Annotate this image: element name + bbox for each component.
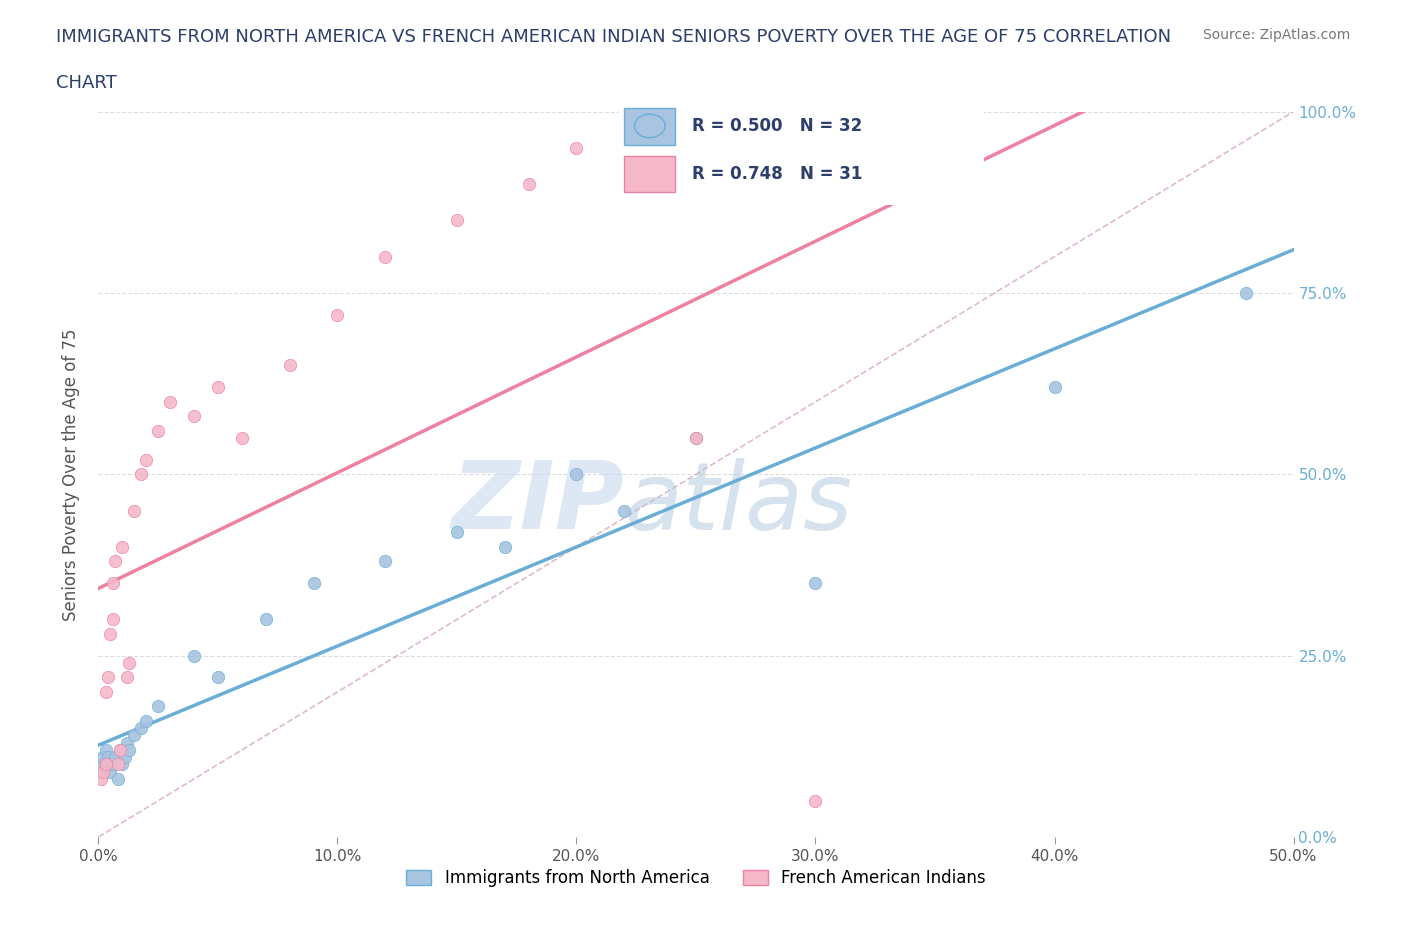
- Point: [804, 793, 827, 808]
- Circle shape: [634, 114, 665, 138]
- Point: [183, 409, 205, 424]
- Point: [94, 742, 117, 757]
- Text: Source: ZipAtlas.com: Source: ZipAtlas.com: [1202, 28, 1350, 42]
- Point: [374, 249, 396, 264]
- Point: [326, 307, 349, 322]
- FancyBboxPatch shape: [624, 155, 675, 193]
- Point: [254, 612, 277, 627]
- Point: [94, 757, 117, 772]
- Point: [302, 576, 325, 591]
- Point: [115, 670, 138, 684]
- Point: [91, 764, 114, 779]
- Text: CHART: CHART: [56, 74, 117, 92]
- Point: [207, 670, 229, 684]
- Point: [115, 736, 138, 751]
- Point: [118, 742, 141, 757]
- Point: [98, 764, 122, 779]
- Point: [565, 140, 588, 155]
- Point: [107, 772, 129, 787]
- Point: [446, 213, 468, 228]
- Point: [90, 772, 112, 787]
- Point: [148, 423, 170, 438]
- Point: [98, 627, 122, 642]
- FancyBboxPatch shape: [614, 90, 988, 207]
- Point: [101, 612, 124, 627]
- Point: [494, 539, 516, 554]
- Point: [1234, 286, 1257, 300]
- Text: atlas: atlas: [624, 458, 852, 549]
- Text: R = 0.748   N = 31: R = 0.748 N = 31: [692, 165, 862, 183]
- Point: [94, 757, 117, 772]
- Point: [91, 750, 114, 764]
- Point: [104, 750, 127, 764]
- Point: [1043, 379, 1066, 394]
- Point: [231, 431, 253, 445]
- Point: [517, 177, 540, 192]
- Text: R = 0.500   N = 32: R = 0.500 N = 32: [692, 117, 862, 135]
- Point: [104, 554, 127, 569]
- Point: [148, 699, 170, 714]
- Point: [278, 358, 301, 373]
- Point: [118, 656, 141, 671]
- Text: ZIP: ZIP: [451, 458, 624, 550]
- Point: [804, 576, 827, 591]
- Point: [685, 431, 707, 445]
- Point: [613, 503, 636, 518]
- Point: [108, 742, 131, 757]
- Point: [111, 757, 134, 772]
- Point: [135, 713, 157, 728]
- Point: [97, 750, 120, 764]
- Point: [852, 133, 875, 148]
- Point: [685, 431, 707, 445]
- Point: [131, 721, 153, 736]
- Point: [101, 576, 124, 591]
- Point: [124, 503, 146, 518]
- Point: [446, 525, 468, 539]
- Point: [183, 648, 205, 663]
- Point: [135, 452, 157, 467]
- Point: [97, 670, 120, 684]
- Point: [101, 757, 124, 772]
- Text: IMMIGRANTS FROM NORTH AMERICA VS FRENCH AMERICAN INDIAN SENIORS POVERTY OVER THE: IMMIGRANTS FROM NORTH AMERICA VS FRENCH …: [56, 28, 1171, 46]
- Point: [91, 764, 114, 779]
- Point: [374, 554, 396, 569]
- Point: [111, 539, 134, 554]
- Point: [565, 467, 588, 482]
- Point: [108, 742, 131, 757]
- Point: [107, 757, 129, 772]
- Point: [207, 379, 229, 394]
- Point: [131, 467, 153, 482]
- Y-axis label: Seniors Poverty Over the Age of 75: Seniors Poverty Over the Age of 75: [62, 328, 80, 620]
- FancyBboxPatch shape: [624, 109, 675, 145]
- Point: [90, 757, 112, 772]
- Point: [114, 750, 136, 764]
- Legend: Immigrants from North America, French American Indians: Immigrants from North America, French Am…: [399, 863, 993, 894]
- Point: [94, 684, 117, 699]
- Point: [124, 728, 146, 743]
- Point: [159, 394, 181, 409]
